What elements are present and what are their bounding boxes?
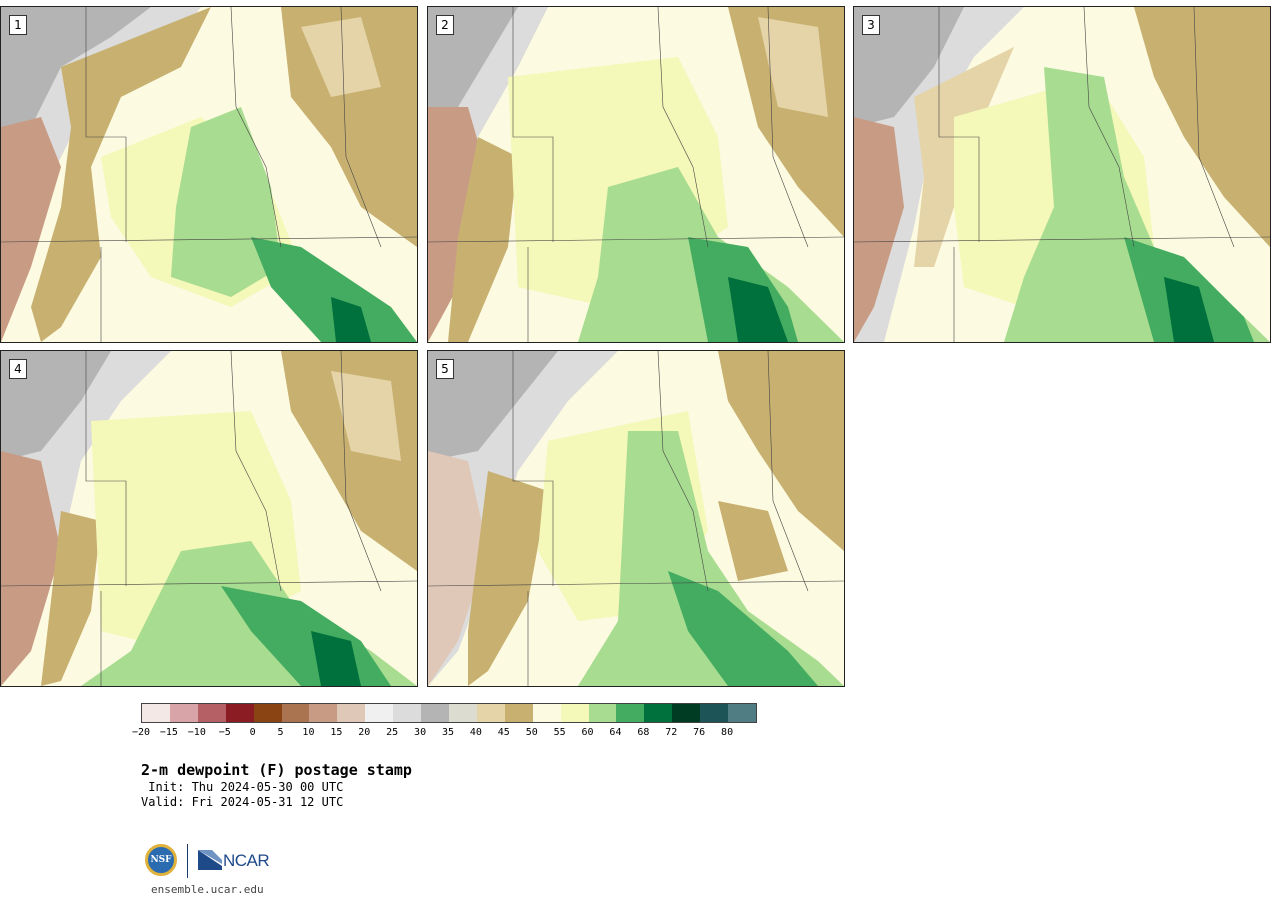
colorbar-swatch — [700, 704, 729, 722]
colorbar-swatch — [169, 704, 198, 722]
colorbar-tick: 5 — [277, 727, 284, 738]
nsf-logo-icon: NSF — [145, 844, 177, 876]
colorbar-tick: 68 — [637, 727, 650, 738]
colorbar-swatch — [532, 704, 561, 722]
colorbar-tick: 55 — [553, 727, 566, 738]
colorbar-tick: 40 — [469, 727, 482, 738]
colorbar-swatch — [197, 704, 226, 722]
colorbar-tick: 15 — [330, 727, 343, 738]
colorbar-swatch — [365, 704, 394, 722]
colorbar-swatch — [644, 704, 673, 722]
colorbar-tick: 20 — [358, 727, 371, 738]
colorbar-swatch — [225, 704, 254, 722]
panel-label: 2 — [436, 15, 454, 35]
colorbar-swatch — [588, 704, 617, 722]
colorbar-tick: −10 — [187, 727, 206, 738]
dewpoint-colorbar — [141, 703, 757, 723]
colorbar-tick: 45 — [497, 727, 510, 738]
logo-divider — [187, 844, 188, 878]
dewpoint-map-1 — [1, 7, 417, 342]
colorbar-tick: 10 — [302, 727, 315, 738]
colorbar-tick: 0 — [249, 727, 256, 738]
colorbar-tick: 64 — [609, 727, 622, 738]
colorbar-swatch — [448, 704, 477, 722]
colorbar-tick: 30 — [414, 727, 427, 738]
colorbar-tick: 25 — [386, 727, 399, 738]
colorbar-tick: −20 — [131, 727, 151, 738]
colorbar-swatch — [672, 704, 701, 722]
colorbar-tick: 60 — [581, 727, 594, 738]
init-time: Init: Thu 2024-05-30 00 UTC — [141, 780, 344, 794]
colorbar-tick: −5 — [218, 727, 231, 738]
panel-label: 3 — [862, 15, 880, 35]
website-url: ensemble.ucar.edu — [151, 883, 264, 896]
dewpoint-map-4 — [1, 351, 417, 686]
colorbar-tick: 80 — [721, 727, 734, 738]
colorbar-swatch — [309, 704, 338, 722]
colorbar-tick: 50 — [525, 727, 538, 738]
colorbar-tick-labels: −20 −15 −10 −5 0 5 10 15 20 25 30 35 40 45 50 55 60 64 68 7… — [132, 727, 755, 741]
valid-time: Valid: Fri 2024-05-31 12 UTC — [141, 795, 344, 809]
colorbar-swatch — [504, 704, 533, 722]
dewpoint-map-3 — [854, 7, 1270, 342]
colorbar-tick: 35 — [441, 727, 455, 738]
nsf-logo-text: NSF — [150, 855, 172, 865]
product-title: 2-m dewpoint (F) postage stamp — [141, 761, 412, 779]
colorbar-swatch — [476, 704, 505, 722]
panel-label: 4 — [9, 359, 27, 379]
colorbar-swatch — [253, 704, 282, 722]
colorbar-tick: 72 — [665, 727, 678, 738]
colorbar-swatch — [421, 704, 449, 722]
member-panel-4: 4 — [0, 350, 418, 687]
dewpoint-map-5 — [428, 351, 844, 686]
dewpoint-map-2 — [428, 7, 844, 342]
member-panel-1: 1 — [0, 6, 418, 343]
colorbar-swatch — [281, 704, 310, 722]
member-panel-3: 3 — [853, 6, 1271, 343]
ncar-mark-icon — [198, 850, 222, 870]
sponsor-logos: NSF NCAR — [145, 842, 275, 882]
colorbar-tick: −15 — [159, 727, 178, 738]
colorbar-swatch — [560, 704, 589, 722]
colorbar-swatch — [142, 704, 170, 722]
member-panel-5: 5 — [427, 350, 845, 687]
panel-label: 1 — [9, 15, 27, 35]
member-panel-2: 2 — [427, 6, 845, 343]
colorbar-tick: 76 — [693, 727, 706, 738]
colorbar-swatch — [337, 704, 366, 722]
panel-label: 5 — [436, 359, 454, 379]
colorbar-swatch — [728, 704, 756, 722]
colorbar-swatch — [616, 704, 645, 722]
ncar-logo-text: NCAR — [223, 851, 270, 870]
colorbar-swatch — [393, 704, 422, 722]
